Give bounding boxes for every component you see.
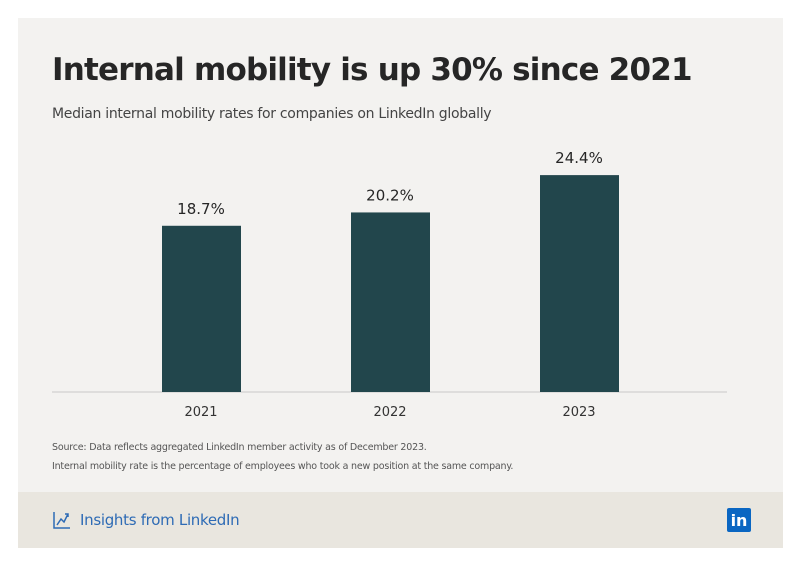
data-label-2023: 24.4% [555,149,603,167]
x-tick-2023: 2023 [562,405,595,420]
x-tick-2021: 2021 [184,405,217,420]
data-label-2022: 20.2% [366,186,414,204]
x-tick-2022: 2022 [373,405,406,420]
chart-line-icon [53,512,70,529]
source-note: Source: Data reflects aggregated LinkedI… [52,442,427,453]
chart-subtitle: Median internal mobility rates for compa… [52,106,492,122]
footer: Insights from LinkedIn in [18,492,783,548]
chart-title: Internal mobility is up 30% since 2021 [52,52,693,88]
brand: Insights from LinkedIn [52,510,240,530]
chart-card: Internal mobility is up 30% since 2021 M… [18,18,783,548]
brand-label: Insights from LinkedIn [80,511,240,529]
definition-note: Internal mobility rate is the percentage… [52,461,514,472]
bar-2022 [351,212,430,392]
linkedin-logo: in [727,508,751,532]
bar-2021 [162,225,241,392]
bar-2023 [540,175,619,392]
data-label-2021: 18.7% [177,200,225,218]
bar-chart: 18.7% 2021 20.2% 2022 24.4% 2023 [52,149,727,420]
